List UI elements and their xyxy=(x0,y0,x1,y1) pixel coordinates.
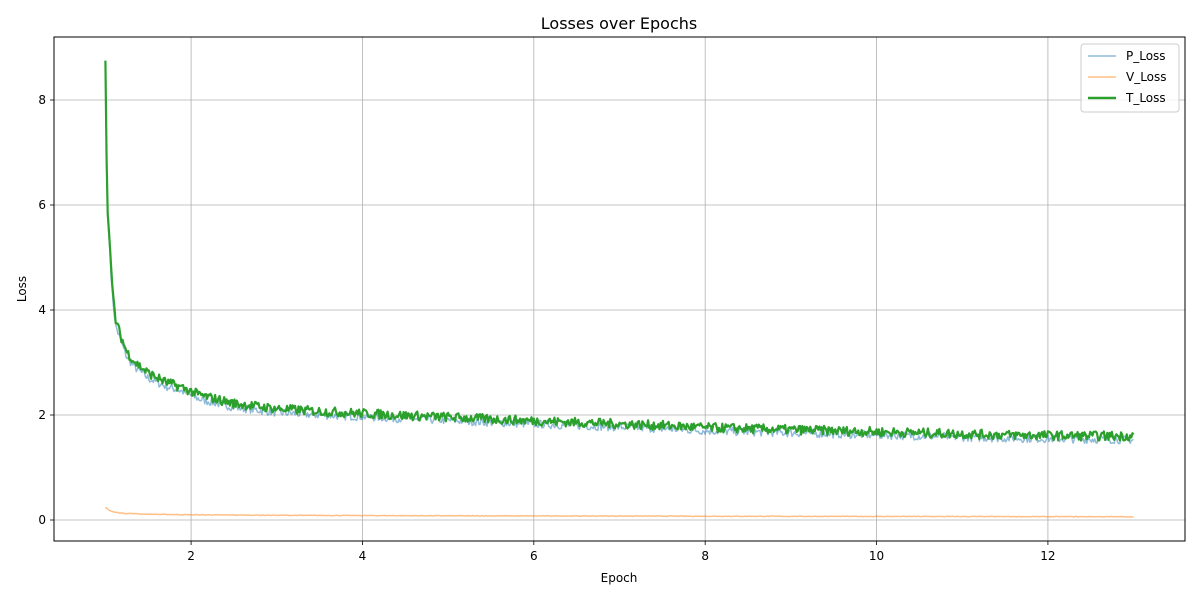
plot-frame xyxy=(53,36,1186,542)
y-tick-label: 4 xyxy=(38,303,46,317)
x-tick-label: 10 xyxy=(869,549,884,563)
legend-label-p-loss: P_Loss xyxy=(1126,49,1166,63)
y-tick-label: 2 xyxy=(38,408,46,422)
series-line-v-loss xyxy=(104,506,1134,518)
series-lines xyxy=(104,60,1135,518)
y-tick-label: 8 xyxy=(38,93,46,107)
x-axis-label: Epoch xyxy=(601,571,638,585)
legend-label-v-loss: V_Loss xyxy=(1126,70,1167,84)
x-tick-label: 2 xyxy=(187,549,195,563)
y-axis-label: Loss xyxy=(15,276,29,302)
x-tick-label: 6 xyxy=(530,549,538,563)
legend-box xyxy=(1080,43,1180,113)
y-tick-label: 0 xyxy=(38,513,46,527)
series-line-t-loss xyxy=(104,60,1135,442)
legend-label-t-loss: T_Loss xyxy=(1125,91,1166,105)
legend: P_Loss V_Loss T_Loss xyxy=(1080,43,1180,113)
chart-title: Losses over Epochs xyxy=(541,14,697,33)
y-tick-label: 6 xyxy=(38,198,46,212)
x-tick-label: 4 xyxy=(359,549,367,563)
x-tick-label: 8 xyxy=(701,549,709,563)
axis-ticks: 2 4 6 8 10 12 0 2 4 6 8 xyxy=(38,93,1055,563)
x-tick-label: 12 xyxy=(1040,549,1055,563)
grid xyxy=(54,37,1185,541)
